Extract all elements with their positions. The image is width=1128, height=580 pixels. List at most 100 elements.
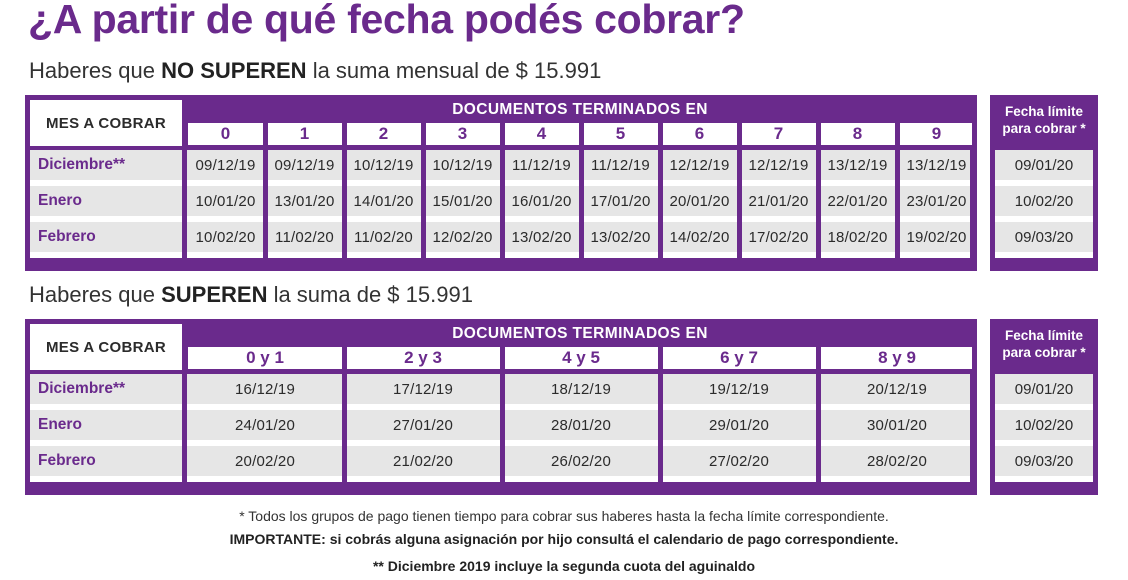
- section1-subtitle: Haberes que NO SUPEREN la suma mensual d…: [29, 58, 602, 83]
- column-header: 6: [662, 123, 737, 145]
- limit-date-panel-2: Fecha límite para cobrar * 09/01/20 10/02…: [990, 319, 1098, 495]
- documents-header: DOCUMENTOS TERMINADOS EN: [452, 101, 708, 118]
- column-header: 7: [741, 123, 816, 145]
- column-header: 5: [583, 123, 658, 145]
- date-cell: 13/01/20: [274, 192, 335, 210]
- month-column-header: MES A COBRAR: [30, 324, 182, 370]
- column-divider: [500, 347, 505, 495]
- page-title: ¿A partir de qué fecha podés cobrar?: [28, 0, 745, 42]
- column-header: 2 y 3: [346, 347, 500, 369]
- date-cell: 14/01/20: [353, 192, 414, 210]
- date-cell: 23/01/20: [906, 192, 967, 210]
- date-cell: 11/12/19: [512, 156, 571, 174]
- row-month-label: Diciembre**: [38, 156, 126, 173]
- date-cell: 09/12/19: [274, 156, 335, 174]
- row-month-label: Febrero: [38, 452, 96, 469]
- row-month-label: Febrero: [38, 228, 96, 245]
- date-cell: 26/02/20: [551, 452, 611, 470]
- limit-date-cell: 09/01/20: [995, 374, 1093, 404]
- date-cell: 30/01/20: [867, 416, 927, 434]
- date-cell: 11/12/19: [591, 156, 650, 174]
- date-cell: 20/02/20: [235, 452, 295, 470]
- column-divider: [658, 347, 663, 495]
- date-cell: 17/02/20: [748, 228, 809, 246]
- date-cell: 28/01/20: [551, 416, 611, 434]
- date-cell: 28/02/20: [867, 452, 927, 470]
- date-cell: 27/02/20: [709, 452, 769, 470]
- column-header: 3: [425, 123, 500, 145]
- row-gap: [995, 252, 1093, 258]
- column-divider: [816, 123, 821, 271]
- date-cell: 17/12/19: [393, 380, 453, 398]
- row-gap: [995, 216, 1093, 222]
- row-gap: [995, 440, 1093, 446]
- row-gap: [995, 404, 1093, 410]
- column-divider: [263, 123, 268, 271]
- column-divider: [342, 347, 347, 495]
- column-header: 2: [346, 123, 421, 145]
- documents-header: DOCUMENTOS TERMINADOS EN: [452, 325, 708, 342]
- date-cell: 10/02/20: [195, 228, 256, 246]
- limit-date-cell: 09/01/20: [995, 150, 1093, 180]
- column-divider: [182, 347, 187, 495]
- date-cell: 18/12/19: [551, 380, 611, 398]
- column-divider: [421, 123, 426, 271]
- date-cell: 13/02/20: [511, 228, 572, 246]
- date-cell: 18/02/20: [827, 228, 888, 246]
- date-cell: 09/12/19: [195, 156, 256, 174]
- column-divider: [579, 123, 584, 271]
- date-cell: 19/02/20: [906, 228, 967, 246]
- column-header: 0 y 1: [188, 347, 342, 369]
- column-header: 8 y 9: [820, 347, 974, 369]
- limit-date-panel-1: Fecha límite para cobrar * 09/01/20 10/02…: [990, 95, 1098, 271]
- date-cell: 11/02/20: [275, 228, 334, 246]
- footnote-aguinaldo: ** Diciembre 2019 incluye la segunda cuo…: [372, 558, 755, 574]
- footnote-limit: * Todos los grupos de pago tienen tiempo…: [239, 508, 889, 524]
- row-gap: [995, 476, 1093, 482]
- date-cell: 27/01/20: [393, 416, 453, 434]
- column-divider: [972, 347, 977, 495]
- column-divider: [895, 123, 900, 271]
- date-cell: 13/02/20: [590, 228, 651, 246]
- date-cell: 12/02/20: [432, 228, 493, 246]
- limit-date-cell: 09/03/20: [995, 446, 1093, 476]
- column-header: 4: [504, 123, 579, 145]
- row-month-label: Enero: [38, 416, 82, 433]
- column-header: 0: [188, 123, 263, 145]
- date-cell: 12/12/19: [669, 156, 730, 174]
- date-cell: 10/12/19: [432, 156, 493, 174]
- date-cell: 22/01/20: [827, 192, 888, 210]
- column-divider: [816, 347, 821, 495]
- date-cell: 29/01/20: [709, 416, 769, 434]
- column-header: 9: [899, 123, 974, 145]
- limit-date-cell: 10/02/20: [995, 186, 1093, 216]
- column-header: 4 y 5: [504, 347, 658, 369]
- column-header: 6 y 7: [662, 347, 816, 369]
- column-divider: [972, 123, 977, 271]
- date-cell: 20/12/19: [867, 380, 927, 398]
- date-cell: 10/12/19: [353, 156, 414, 174]
- date-cell: 24/01/20: [235, 416, 295, 434]
- limit-date-header: Fecha límite para cobrar *: [1002, 104, 1086, 136]
- date-cell: 20/01/20: [669, 192, 730, 210]
- footnote-important: IMPORTANTE: si cobrás alguna asignación …: [229, 531, 899, 547]
- row-month-label: Diciembre**: [38, 380, 126, 397]
- column-header: 1: [267, 123, 342, 145]
- limit-date-cell: 09/03/20: [995, 222, 1093, 252]
- row-month-label: Enero: [38, 192, 82, 209]
- date-cell: 13/12/19: [827, 156, 888, 174]
- date-cell: 16/01/20: [511, 192, 572, 210]
- column-divider: [737, 123, 742, 271]
- date-cell: 11/02/20: [354, 228, 413, 246]
- date-cell: 14/02/20: [669, 228, 730, 246]
- column-divider: [658, 123, 663, 271]
- date-cell: 21/01/20: [748, 192, 809, 210]
- column-divider: [342, 123, 347, 271]
- limit-date-header: Fecha límite para cobrar *: [1002, 328, 1086, 360]
- column-divider: [182, 123, 187, 271]
- date-cell: 13/12/19: [906, 156, 967, 174]
- date-cell: 17/01/20: [590, 192, 651, 210]
- row-gap: [995, 180, 1093, 186]
- date-cell: 12/12/19: [748, 156, 809, 174]
